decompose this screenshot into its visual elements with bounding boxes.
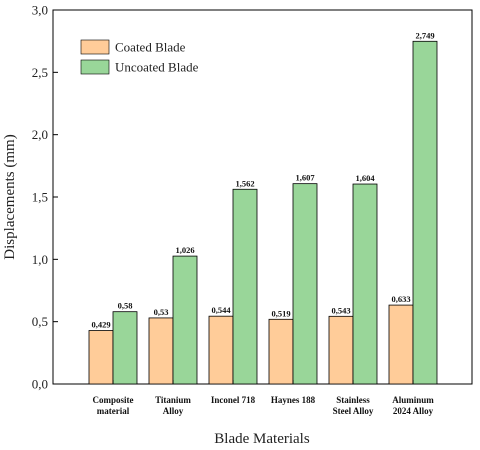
data-label: 0,543 — [331, 305, 350, 315]
x-tick-label: Inconel 718 — [211, 395, 256, 405]
legend-label: Coated Blade — [115, 40, 186, 55]
uncoated-bar — [352, 183, 378, 385]
x-tick-label-line: Aluminum — [392, 395, 434, 405]
uncoated-bar — [232, 188, 258, 385]
uncoated-bar — [172, 255, 198, 385]
data-label: 0,633 — [391, 294, 410, 304]
uncoated-bar — [112, 311, 138, 385]
x-tick-label-line: Inconel 718 — [211, 395, 256, 405]
coated-bar — [328, 315, 354, 385]
y-tick-label: 1,0 — [32, 252, 48, 267]
x-tick-label-line: Haynes 188 — [271, 395, 316, 405]
uncoated-bar — [292, 183, 318, 385]
data-label: 0,544 — [211, 305, 231, 315]
data-label: 1,604 — [355, 173, 375, 183]
x-tick-label-line: Stainless — [336, 395, 370, 405]
x-axis-title: Blade Materials — [214, 431, 310, 447]
y-axis: 0,0 0,5 1,0 1,5 2,0 2,5 3,0 — [32, 3, 58, 392]
x-tick-label: Stainless Steel Alloy — [333, 395, 374, 416]
coated-bar — [208, 315, 234, 385]
y-tick-label: 3,0 — [32, 3, 48, 18]
x-tick-label: Haynes 188 — [271, 395, 316, 405]
x-tick-label: Aluminum 2024 Alloy — [392, 395, 434, 416]
y-axis-title: Displacements (mm) — [2, 134, 18, 259]
y-tick-label: 1,5 — [32, 190, 48, 205]
uncoated-bar — [412, 40, 438, 385]
x-tick-label-line: Titanium — [155, 395, 191, 405]
coated-bar — [268, 318, 294, 385]
data-label: 0,519 — [271, 308, 290, 318]
x-tick-label-line: Composite — [93, 395, 134, 405]
x-tick-label: Titanium Alloy — [155, 395, 191, 416]
data-label: 0,429 — [91, 320, 110, 330]
legend: Coated Blade Uncoated Blade — [80, 39, 199, 75]
y-tick-label: 2,5 — [32, 65, 48, 80]
y-tick-label: 0,5 — [32, 314, 48, 329]
x-tick-label-line: Steel Alloy — [333, 406, 374, 416]
legend-label: Uncoated Blade — [115, 60, 199, 75]
data-labels-group: 0,429 0,58 0,53 1,026 0,544 1,562 0,519 1,607 0,… — [91, 30, 434, 329]
data-label: 1,607 — [295, 173, 315, 183]
data-label: 1,026 — [175, 245, 194, 255]
y-tick-label: 2,0 — [32, 127, 48, 142]
coated-bar — [88, 330, 114, 385]
x-tick-label: Composite material — [93, 395, 134, 416]
coated-bar — [388, 304, 414, 385]
x-tick-label-line: Alloy — [163, 406, 184, 416]
legend-swatch — [80, 39, 110, 55]
coated-bar — [148, 317, 174, 385]
x-axis: Composite material Titanium Alloy Inconel 71… — [93, 380, 434, 416]
legend-swatch — [80, 59, 110, 75]
data-label: 0,53 — [154, 307, 169, 317]
y-tick-label: 0,0 — [32, 377, 48, 392]
x-tick-label-line: 2024 Alloy — [393, 406, 434, 416]
data-label: 0,58 — [118, 301, 133, 311]
bars-group — [88, 40, 438, 385]
data-label: 1,562 — [235, 178, 254, 188]
data-label: 2,749 — [415, 30, 434, 40]
x-tick-label-line: material — [97, 406, 130, 416]
